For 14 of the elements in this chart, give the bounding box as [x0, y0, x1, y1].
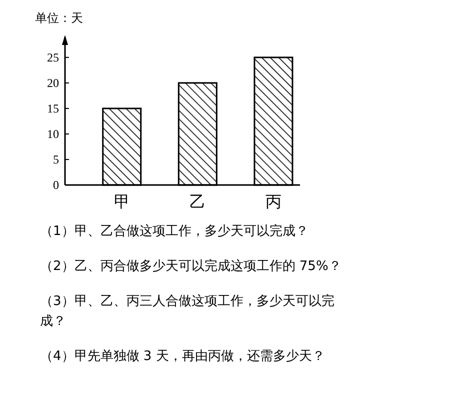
y-tick-label: 20 [47, 76, 59, 90]
text: （3）甲、乙、丙三人合做这项工作，多少天可以完成？ [40, 293, 336, 331]
x-tick-label: 甲 [114, 192, 130, 211]
y-tick-label: 10 [47, 126, 59, 141]
y-tick-label: 15 [47, 101, 59, 116]
text: （4）甲先单独做 3 天，再由丙做，还需多少天？ [40, 348, 326, 366]
x-tick-label: 乙 [190, 192, 206, 211]
text: （1）甲、乙合做这项工作，多少天可以完成？ [40, 223, 310, 241]
y-tick-label: 25 [47, 50, 59, 64]
text: （2）乙、丙合做多少天可以完成这项工作的 75%？ [40, 258, 342, 276]
y-tick-label: 5 [53, 152, 59, 166]
x-tick-label: 丙 [265, 192, 282, 211]
y-tick-label: 0 [53, 178, 59, 192]
y-axis-title: 单位：天 [35, 11, 83, 25]
